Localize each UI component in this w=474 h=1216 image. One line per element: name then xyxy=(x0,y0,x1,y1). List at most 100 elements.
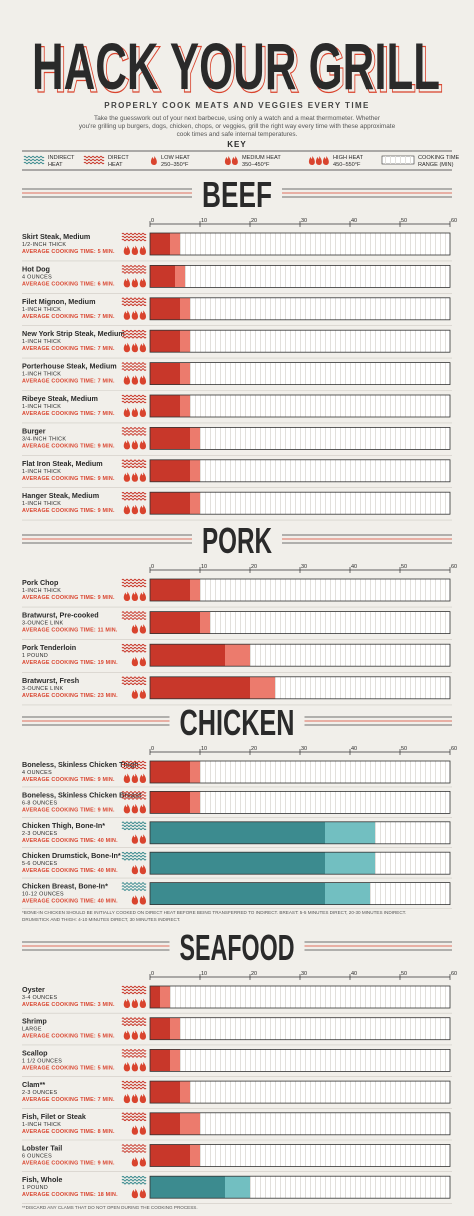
item-average: AVERAGE COOKING TIME: 6 MIN. xyxy=(22,281,115,287)
heat-method-icon xyxy=(121,584,147,588)
flame-icon xyxy=(139,656,147,667)
heat-method-icon xyxy=(121,362,147,365)
item-average: AVERAGE COOKING TIME: 40 MIN. xyxy=(22,899,118,905)
range-min-bar xyxy=(150,492,190,515)
flame-icon xyxy=(131,375,139,385)
item-name: Clam** xyxy=(22,1080,45,1089)
bar-border xyxy=(149,491,451,515)
flame-icon xyxy=(139,1093,147,1104)
heat-method-icon xyxy=(121,611,147,614)
heat-method-icon xyxy=(121,1020,147,1023)
axis-tick-label: 0 xyxy=(151,218,154,224)
range-min-bar xyxy=(150,1017,170,1040)
item-name: Lobster Tail xyxy=(22,1144,62,1153)
range-min-bar xyxy=(150,852,325,875)
item-average: AVERAGE COOKING TIME: 40 MIN. xyxy=(22,838,118,844)
axis-tick-label: 30 xyxy=(301,218,307,224)
axis-tick-label: 40 xyxy=(351,971,357,977)
item-detail: 2-3 OUNCES xyxy=(22,831,57,837)
item-name: Pork Chop xyxy=(22,578,59,587)
range-min-bar xyxy=(150,395,180,417)
axis-tick-label: 10 xyxy=(201,218,207,224)
flame-icon xyxy=(123,310,131,320)
bar-border xyxy=(149,821,451,845)
bar-grid xyxy=(150,492,450,515)
axis-tick-label: 20 xyxy=(251,218,257,224)
flame-icon xyxy=(123,773,131,783)
heat-method-icon xyxy=(121,1049,147,1052)
item-name: Chicken Breast, Bone-In* xyxy=(22,882,108,891)
heat-method-icon xyxy=(121,465,147,469)
heat-method-icon xyxy=(121,763,147,767)
range-min-bar xyxy=(150,330,180,353)
heat-method-icon xyxy=(121,400,147,404)
bar-border xyxy=(149,394,451,418)
flame-icon xyxy=(131,895,139,905)
bar-grid xyxy=(150,1144,450,1167)
flame-icon xyxy=(131,591,139,601)
range-min-bar xyxy=(150,1081,180,1104)
flame-icon xyxy=(131,472,139,482)
heat-method-icon xyxy=(121,1017,147,1020)
axis-tick-label: 30 xyxy=(301,564,307,570)
heat-method-icon xyxy=(121,235,147,239)
key-sub: RANGE (MIN) xyxy=(418,162,454,168)
flame-icon xyxy=(139,998,147,1008)
heat-method-icon xyxy=(121,581,147,585)
heat-method-icon xyxy=(121,1178,147,1182)
item-average: AVERAGE COOKING TIME: 40 MIN. xyxy=(22,868,118,874)
heat-method-icon xyxy=(121,1181,147,1185)
flame-icon xyxy=(139,895,147,905)
flame-icon xyxy=(322,156,329,165)
heat-method-icon xyxy=(121,882,147,885)
range-min-bar xyxy=(150,1049,170,1072)
key-sub: 250–350°F xyxy=(161,162,189,168)
key-label: INDIRECT xyxy=(48,155,75,161)
range-min-bar xyxy=(150,233,170,255)
flame-icon xyxy=(131,773,139,783)
range-min-bar xyxy=(150,791,190,814)
heat-method-icon xyxy=(121,679,147,683)
heat-method-icon xyxy=(23,161,45,165)
axis-tick-label: 50 xyxy=(401,218,407,224)
item-average: AVERAGE COOKING TIME: 7 MIN. xyxy=(22,314,115,320)
axis-tick-label: 20 xyxy=(251,746,257,752)
heat-method-icon xyxy=(121,1118,147,1122)
key-sub: HEAT xyxy=(108,162,123,168)
item-name: Scallop xyxy=(22,1048,48,1057)
range-min-bar xyxy=(150,676,250,699)
flame-icon xyxy=(315,156,322,165)
axis-tick-label: 50 xyxy=(401,971,407,977)
flame-icon xyxy=(131,689,139,699)
item-detail: 1 POUND xyxy=(22,1185,48,1191)
axis-tick-label: 60 xyxy=(451,564,457,570)
item-average: AVERAGE COOKING TIME: 23 MIN. xyxy=(22,693,118,699)
item-average: AVERAGE COOKING TIME: 5 MIN. xyxy=(22,1065,115,1071)
item-detail: 3-OUNCE LINK xyxy=(22,621,63,627)
axis-tick-label: 0 xyxy=(151,746,154,752)
bar-grid xyxy=(150,233,450,255)
axis-tick-label: 40 xyxy=(351,218,357,224)
heat-method-icon xyxy=(121,494,147,498)
item-detail: 1-INCH THICK xyxy=(22,307,61,313)
item-average: AVERAGE COOKING TIME: 7 MIN. xyxy=(22,379,115,385)
heat-method-icon xyxy=(121,578,147,582)
heat-method-icon xyxy=(121,676,147,680)
heat-method-icon xyxy=(121,335,147,339)
flame-icon xyxy=(123,407,131,417)
item-name: Porterhouse Steak, Medium xyxy=(22,362,117,371)
heat-method-icon xyxy=(121,827,147,831)
item-average: AVERAGE COOKING TIME: 3 MIN. xyxy=(22,1002,115,1008)
bar-border xyxy=(149,985,451,1009)
flame-icon xyxy=(123,439,131,450)
item-name: Filet Mignon, Medium xyxy=(22,297,95,306)
bar-border xyxy=(149,1080,451,1104)
heat-method-icon xyxy=(83,161,105,165)
range-min-bar xyxy=(150,882,325,905)
item-detail: 1-INCH THICK xyxy=(22,372,61,378)
bar-grid xyxy=(150,395,450,417)
key-label: HIGH HEAT xyxy=(333,155,364,161)
flame-icon xyxy=(131,1030,139,1040)
key-label: LOW HEAT xyxy=(161,155,190,161)
